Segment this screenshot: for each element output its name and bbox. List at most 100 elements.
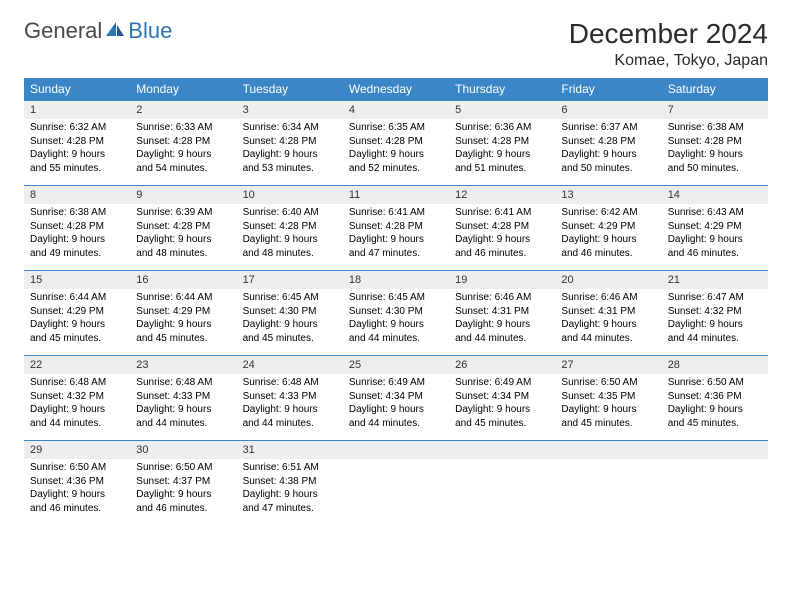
- daylight-line: Daylight: 9 hours and 55 minutes.: [30, 148, 124, 175]
- day-number-cell: 14: [662, 186, 768, 205]
- day-number-cell: 22: [24, 356, 130, 375]
- daylight-line: Daylight: 9 hours and 49 minutes.: [30, 233, 124, 260]
- sunrise-line: Sunrise: 6:38 AM: [668, 121, 762, 135]
- sunrise-line: Sunrise: 6:41 AM: [455, 206, 549, 220]
- sunset-line: Sunset: 4:29 PM: [136, 305, 230, 319]
- title-block: December 2024 Komae, Tokyo, Japan: [569, 18, 768, 70]
- sunset-line: Sunset: 4:28 PM: [455, 220, 549, 234]
- daylight-line: Daylight: 9 hours and 44 minutes.: [668, 318, 762, 345]
- day-content-cell: Sunrise: 6:51 AMSunset: 4:38 PMDaylight:…: [237, 459, 343, 525]
- sunrise-line: Sunrise: 6:50 AM: [668, 376, 762, 390]
- daylight-line: Daylight: 9 hours and 47 minutes.: [243, 488, 337, 515]
- sunrise-line: Sunrise: 6:46 AM: [455, 291, 549, 305]
- day-number-cell: 5: [449, 101, 555, 120]
- sunset-line: Sunset: 4:28 PM: [243, 135, 337, 149]
- daylight-line: Daylight: 9 hours and 46 minutes.: [561, 233, 655, 260]
- day-content-cell: Sunrise: 6:33 AMSunset: 4:28 PMDaylight:…: [130, 119, 236, 186]
- sunrise-line: Sunrise: 6:49 AM: [455, 376, 549, 390]
- day-number-cell: 9: [130, 186, 236, 205]
- daylight-line: Daylight: 9 hours and 46 minutes.: [136, 488, 230, 515]
- daylight-line: Daylight: 9 hours and 44 minutes.: [455, 318, 549, 345]
- sunrise-line: Sunrise: 6:44 AM: [136, 291, 230, 305]
- sunset-line: Sunset: 4:28 PM: [136, 135, 230, 149]
- sunset-line: Sunset: 4:28 PM: [136, 220, 230, 234]
- daylight-line: Daylight: 9 hours and 45 minutes.: [30, 318, 124, 345]
- sunset-line: Sunset: 4:28 PM: [561, 135, 655, 149]
- day-content-cell: Sunrise: 6:48 AMSunset: 4:33 PMDaylight:…: [237, 374, 343, 441]
- sunset-line: Sunset: 4:29 PM: [561, 220, 655, 234]
- sunset-line: Sunset: 4:33 PM: [136, 390, 230, 404]
- day-content-cell: Sunrise: 6:44 AMSunset: 4:29 PMDaylight:…: [130, 289, 236, 356]
- sunset-line: Sunset: 4:28 PM: [668, 135, 762, 149]
- day-number-cell: [449, 441, 555, 460]
- sunrise-line: Sunrise: 6:50 AM: [30, 461, 124, 475]
- logo-word-2: Blue: [128, 18, 172, 44]
- sunrise-line: Sunrise: 6:48 AM: [30, 376, 124, 390]
- sunset-line: Sunset: 4:30 PM: [349, 305, 443, 319]
- day-content-cell: Sunrise: 6:46 AMSunset: 4:31 PMDaylight:…: [449, 289, 555, 356]
- day-content-cell: Sunrise: 6:32 AMSunset: 4:28 PMDaylight:…: [24, 119, 130, 186]
- day-content-cell: Sunrise: 6:38 AMSunset: 4:28 PMDaylight:…: [662, 119, 768, 186]
- logo-sail-icon: [104, 18, 126, 44]
- daylight-line: Daylight: 9 hours and 45 minutes.: [455, 403, 549, 430]
- daylight-line: Daylight: 9 hours and 44 minutes.: [349, 318, 443, 345]
- daylight-line: Daylight: 9 hours and 44 minutes.: [561, 318, 655, 345]
- sunrise-line: Sunrise: 6:43 AM: [668, 206, 762, 220]
- day-content-cell: Sunrise: 6:37 AMSunset: 4:28 PMDaylight:…: [555, 119, 661, 186]
- sunset-line: Sunset: 4:32 PM: [668, 305, 762, 319]
- day-content-cell: Sunrise: 6:41 AMSunset: 4:28 PMDaylight:…: [449, 204, 555, 271]
- day-number-cell: 20: [555, 271, 661, 290]
- day-content-cell: Sunrise: 6:45 AMSunset: 4:30 PMDaylight:…: [343, 289, 449, 356]
- daylight-line: Daylight: 9 hours and 45 minutes.: [561, 403, 655, 430]
- sunset-line: Sunset: 4:28 PM: [30, 220, 124, 234]
- weekday-header-row: SundayMondayTuesdayWednesdayThursdayFrid…: [24, 78, 768, 101]
- day-number-row: 891011121314: [24, 186, 768, 205]
- daylight-line: Daylight: 9 hours and 47 minutes.: [349, 233, 443, 260]
- weekday-header: Sunday: [24, 78, 130, 101]
- day-number-row: 22232425262728: [24, 356, 768, 375]
- day-number-cell: 7: [662, 101, 768, 120]
- daylight-line: Daylight: 9 hours and 50 minutes.: [668, 148, 762, 175]
- day-number-row: 15161718192021: [24, 271, 768, 290]
- sunset-line: Sunset: 4:32 PM: [30, 390, 124, 404]
- sunset-line: Sunset: 4:36 PM: [30, 475, 124, 489]
- day-content-cell: Sunrise: 6:50 AMSunset: 4:36 PMDaylight:…: [662, 374, 768, 441]
- sunset-line: Sunset: 4:28 PM: [349, 135, 443, 149]
- day-number-cell: 18: [343, 271, 449, 290]
- day-content-cell: Sunrise: 6:50 AMSunset: 4:37 PMDaylight:…: [130, 459, 236, 525]
- daylight-line: Daylight: 9 hours and 44 minutes.: [243, 403, 337, 430]
- day-number-cell: 29: [24, 441, 130, 460]
- day-number-cell: 21: [662, 271, 768, 290]
- sunset-line: Sunset: 4:28 PM: [455, 135, 549, 149]
- daylight-line: Daylight: 9 hours and 46 minutes.: [668, 233, 762, 260]
- day-content-row: Sunrise: 6:48 AMSunset: 4:32 PMDaylight:…: [24, 374, 768, 441]
- day-number-cell: 23: [130, 356, 236, 375]
- day-content-row: Sunrise: 6:44 AMSunset: 4:29 PMDaylight:…: [24, 289, 768, 356]
- sunrise-line: Sunrise: 6:42 AM: [561, 206, 655, 220]
- day-number-cell: [555, 441, 661, 460]
- day-number-cell: 6: [555, 101, 661, 120]
- sunrise-line: Sunrise: 6:49 AM: [349, 376, 443, 390]
- sunrise-line: Sunrise: 6:40 AM: [243, 206, 337, 220]
- day-number-cell: 4: [343, 101, 449, 120]
- day-content-cell: [662, 459, 768, 525]
- day-content-cell: Sunrise: 6:36 AMSunset: 4:28 PMDaylight:…: [449, 119, 555, 186]
- sunset-line: Sunset: 4:29 PM: [30, 305, 124, 319]
- day-number-cell: 31: [237, 441, 343, 460]
- day-number-cell: 24: [237, 356, 343, 375]
- daylight-line: Daylight: 9 hours and 45 minutes.: [243, 318, 337, 345]
- sunrise-line: Sunrise: 6:48 AM: [136, 376, 230, 390]
- day-number-row: 1234567: [24, 101, 768, 120]
- sunset-line: Sunset: 4:31 PM: [455, 305, 549, 319]
- sunrise-line: Sunrise: 6:50 AM: [136, 461, 230, 475]
- day-number-cell: 12: [449, 186, 555, 205]
- day-number-cell: [662, 441, 768, 460]
- day-content-cell: Sunrise: 6:50 AMSunset: 4:36 PMDaylight:…: [24, 459, 130, 525]
- sunset-line: Sunset: 4:28 PM: [243, 220, 337, 234]
- sunrise-line: Sunrise: 6:35 AM: [349, 121, 443, 135]
- daylight-line: Daylight: 9 hours and 48 minutes.: [243, 233, 337, 260]
- daylight-line: Daylight: 9 hours and 53 minutes.: [243, 148, 337, 175]
- sunset-line: Sunset: 4:37 PM: [136, 475, 230, 489]
- day-content-cell: Sunrise: 6:50 AMSunset: 4:35 PMDaylight:…: [555, 374, 661, 441]
- daylight-line: Daylight: 9 hours and 51 minutes.: [455, 148, 549, 175]
